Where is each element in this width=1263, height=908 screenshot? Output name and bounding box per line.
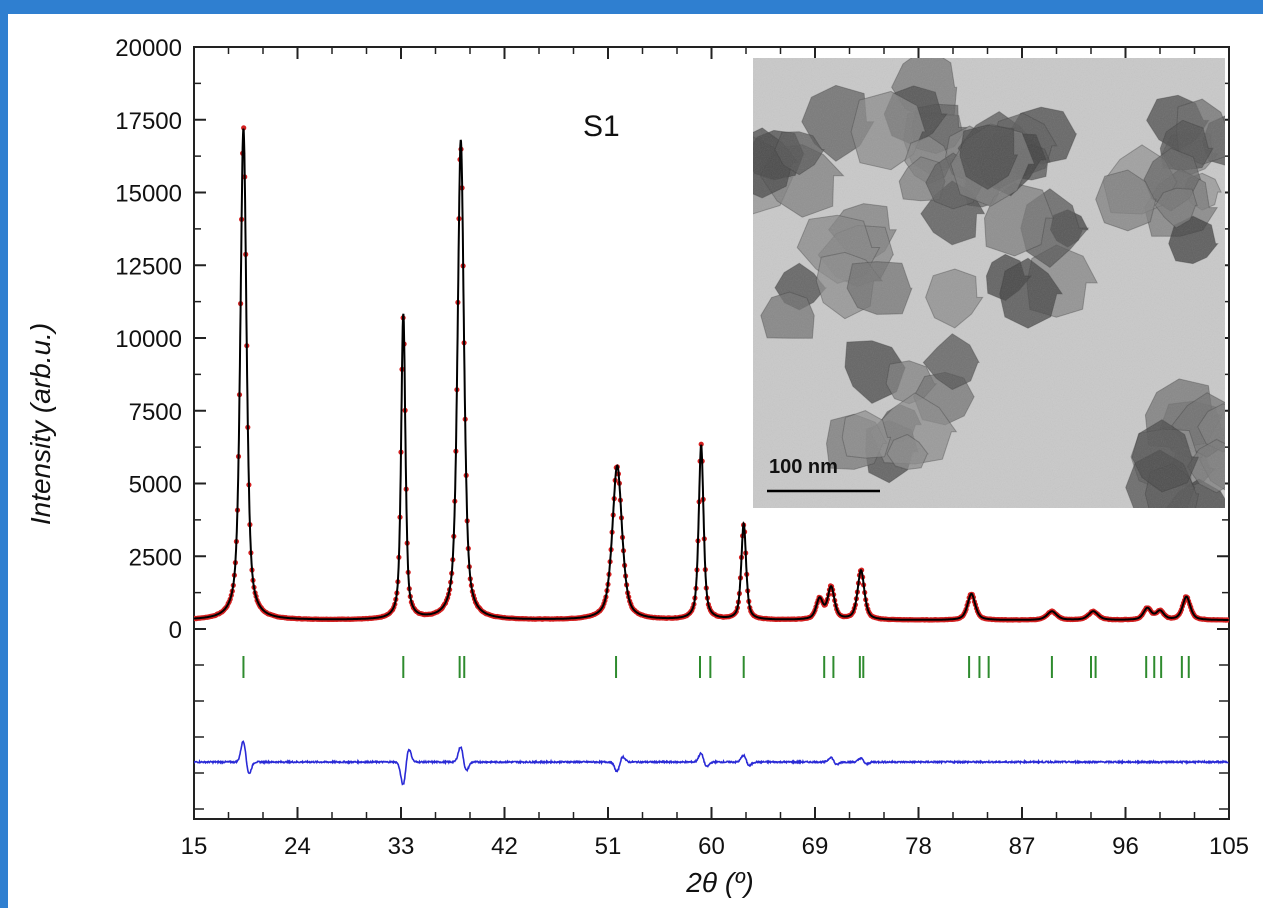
- x-tick-label: 15: [181, 833, 208, 860]
- y-tick-label: 17500: [115, 108, 182, 135]
- x-tick-label: 69: [802, 833, 829, 860]
- x-tick-label: 51: [595, 833, 622, 860]
- x-tick-label: 42: [491, 833, 518, 860]
- y-tick-label: 12500: [115, 253, 182, 280]
- scale-bar-label: 100 nm: [769, 456, 838, 478]
- bragg-markers: [242, 656, 1190, 678]
- y-tick-label: 7500: [129, 399, 182, 426]
- sample-label: S1: [583, 110, 620, 143]
- y-axis-title: Intensity (arb.u.): [25, 323, 56, 525]
- x-tick-label: 33: [388, 833, 415, 860]
- x-tick-label: 60: [698, 833, 725, 860]
- y-tick-label: 10000: [115, 326, 182, 353]
- xrd-chart: 0 2500 5000 7500 10000 12500 15000 17500 20000 1…: [25, 35, 1249, 898]
- y-tick-label: 0: [169, 617, 182, 644]
- y-tick-label: 2500: [129, 544, 182, 571]
- observed-point: [698, 441, 704, 447]
- x-axis-title: 2θ (º): [685, 867, 753, 898]
- difference-series: [194, 740, 1229, 786]
- x-tick-label: 96: [1112, 833, 1139, 860]
- x-tick-label: 87: [1009, 833, 1036, 860]
- y-tick-label: 5000: [129, 472, 182, 499]
- y-tick-label: 15000: [115, 181, 182, 208]
- y-tick-label: 20000: [115, 35, 182, 62]
- y-axis-ticks: 0 2500 5000 7500 10000 12500 15000 17500 20000: [115, 35, 1229, 644]
- x-tick-label: 78: [905, 833, 932, 860]
- tem-inset: 100 nm: [753, 58, 1225, 508]
- plot-panel: 0 2500 5000 7500 10000 12500 15000 17500 20000 1…: [8, 14, 1263, 908]
- x-tick-label: 105: [1209, 833, 1249, 860]
- calculated-series: [194, 128, 1229, 621]
- x-tick-label: 24: [284, 833, 311, 860]
